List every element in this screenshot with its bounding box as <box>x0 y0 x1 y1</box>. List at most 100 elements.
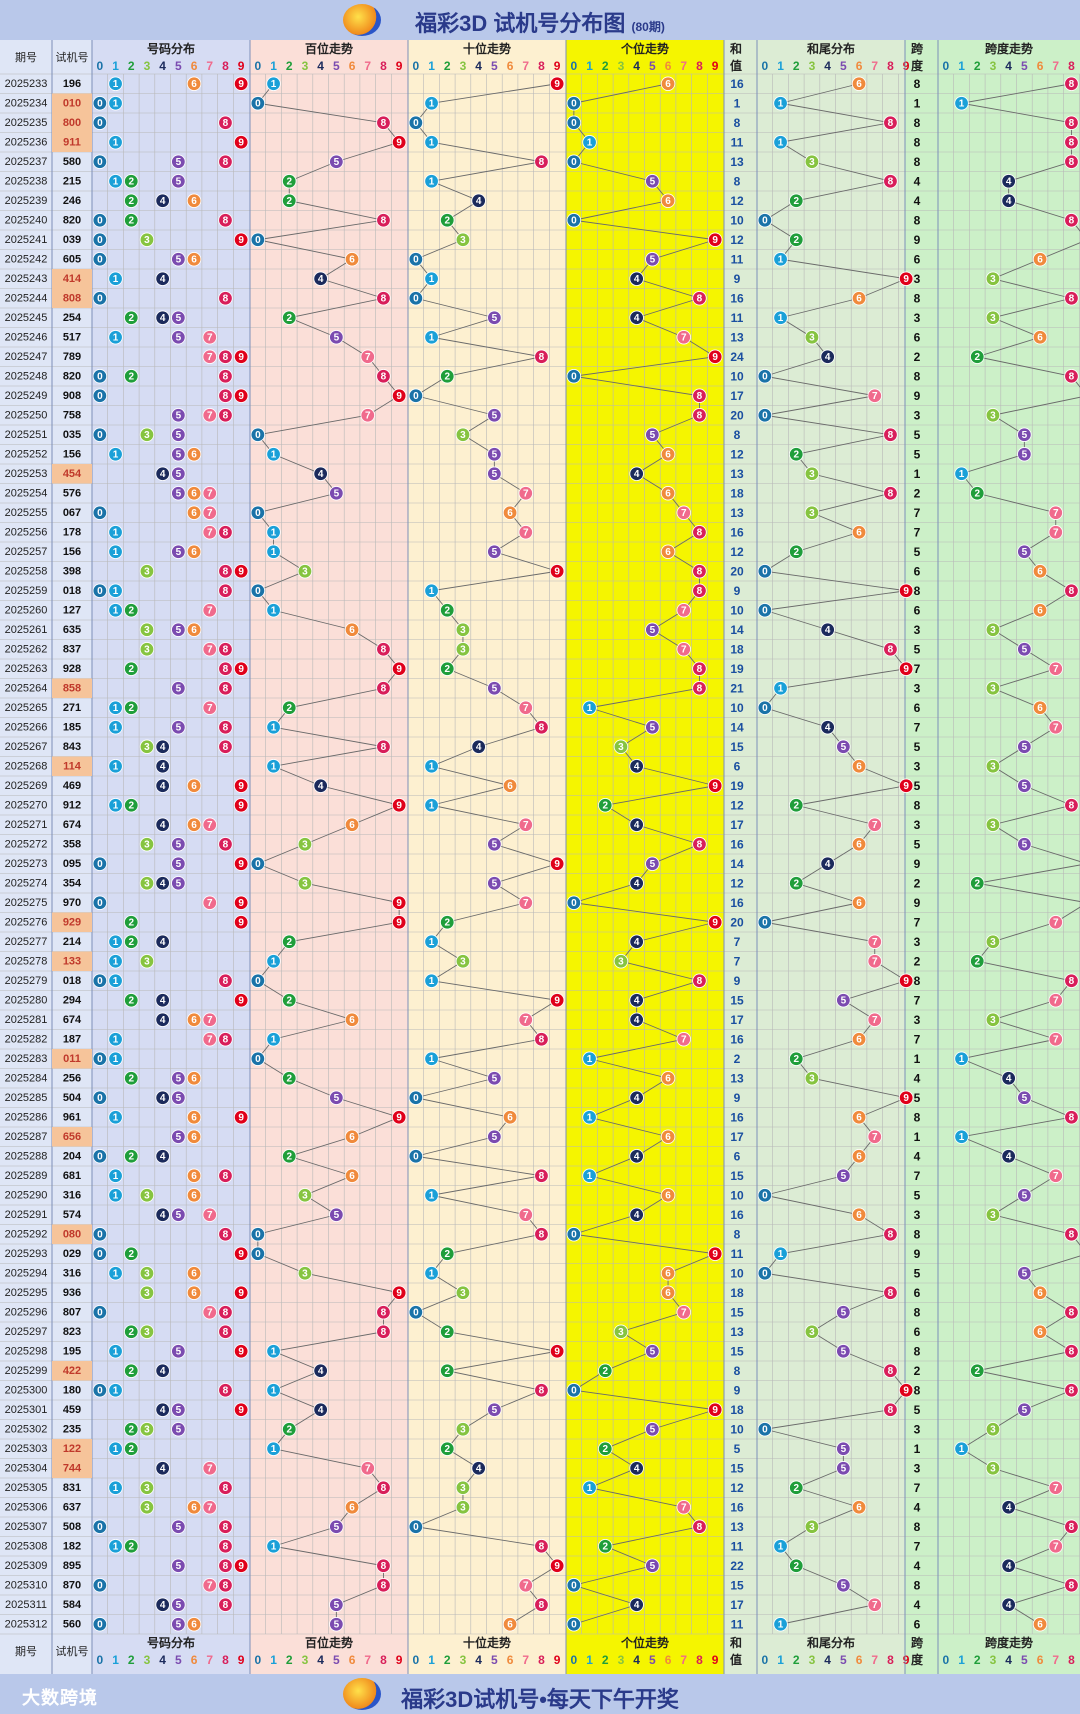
ball-circle <box>329 1597 344 1612</box>
ball-label: 8 <box>223 157 229 168</box>
ball-circle <box>186 544 202 559</box>
units-ball: 4 <box>629 817 644 832</box>
issue-number: 2025250 <box>5 409 48 421</box>
digit-header: 7 <box>522 59 529 73</box>
ball-label: 0 <box>97 508 103 519</box>
digit-header: 7 <box>364 59 371 73</box>
issue-number: 2025299 <box>5 1365 48 1377</box>
sum-value: 16 <box>730 77 744 91</box>
ball-circle <box>692 837 707 852</box>
ball-circle <box>92 1051 108 1066</box>
ball-label: 2 <box>128 371 134 382</box>
digit-header: 8 <box>887 59 894 73</box>
trial-highlight <box>52 912 92 932</box>
trial-number: 414 <box>63 273 82 285</box>
ball-circle <box>233 1344 249 1359</box>
col-header-trial: 试机号 <box>56 1644 89 1658</box>
ball-label: 9 <box>903 1385 909 1396</box>
ball-circle <box>124 1149 139 1164</box>
units-ball: 4 <box>629 993 644 1008</box>
digit-header: 0 <box>413 59 420 73</box>
dist-ball: 0 <box>92 291 108 306</box>
dist-ball: 0 <box>92 1519 108 1534</box>
ball-circle <box>773 135 788 150</box>
ball-circle <box>297 564 313 579</box>
span-value: 8 <box>914 213 921 227</box>
ball-circle <box>92 291 108 306</box>
dist-ball: 7 <box>202 1461 217 1476</box>
sum-tail-ball: 2 <box>789 1558 804 1573</box>
ball-label: 3 <box>990 937 996 948</box>
ball-label: 8 <box>1069 1580 1075 1591</box>
trial-number: 215 <box>63 175 81 187</box>
ball-circle <box>692 388 707 403</box>
hundreds-ball: 8 <box>376 1305 391 1320</box>
grid-lines <box>0 40 1080 1674</box>
issue-number: 2025247 <box>5 351 48 363</box>
ball-circle <box>171 1402 186 1417</box>
issue-number: 2025271 <box>5 819 48 831</box>
ball-circle <box>629 759 644 774</box>
ball-circle <box>391 895 407 910</box>
ball-circle <box>233 388 249 403</box>
digit-header: 3 <box>460 59 467 73</box>
digit-header: 0 <box>762 1653 769 1667</box>
ball-circle <box>313 778 328 793</box>
dist-ball: 9 <box>233 388 249 403</box>
ball-circle <box>455 232 471 247</box>
ball-label: 7 <box>872 391 878 402</box>
ball-label: 1 <box>113 1444 119 1455</box>
ball-label: 0 <box>97 1249 103 1260</box>
ball-circle <box>124 700 139 715</box>
hundreds-ball: 5 <box>329 1617 344 1632</box>
span-trend-ball: 8 <box>1064 291 1079 306</box>
dist-ball: 2 <box>124 213 139 228</box>
span-trend-ball: 6 <box>1032 330 1048 345</box>
ball-circle <box>124 310 139 325</box>
ball-label: 1 <box>271 1541 277 1552</box>
ball-label: 8 <box>539 722 545 733</box>
ball-label: 2 <box>286 313 292 324</box>
dist-ball: 9 <box>233 76 249 91</box>
ball-label: 2 <box>128 917 134 928</box>
units-ball: 9 <box>707 349 723 364</box>
hundreds-ball: 7 <box>360 349 375 364</box>
dist-ball: 1 <box>108 1266 123 1281</box>
sum-tail-ball: 1 <box>773 310 788 325</box>
header-bar: 福彩3D 试机号分布图 (80期) <box>0 0 1080 40</box>
ball-circle <box>518 525 533 540</box>
dist-ball: 6 <box>186 486 202 501</box>
sum-tail-ball: 5 <box>836 1441 851 1456</box>
ball-label: 8 <box>539 1229 545 1240</box>
ball-circle <box>773 1617 788 1632</box>
sum-value: 11 <box>731 311 744 325</box>
sum-value: 14 <box>730 857 744 871</box>
ball-label: 2 <box>128 1327 134 1338</box>
ball-label: 2 <box>793 196 799 207</box>
ball-circle <box>171 681 186 696</box>
ball-label: 7 <box>207 410 213 421</box>
ball-circle <box>344 817 360 832</box>
span-value: 3 <box>914 935 921 949</box>
digit-header: 1 <box>586 1653 593 1667</box>
trial-number: 584 <box>63 1599 82 1611</box>
sum-value: 10 <box>730 701 744 715</box>
ball-label: 3 <box>302 566 308 577</box>
ball-label: 7 <box>207 1502 213 1513</box>
ball-circle <box>313 271 328 286</box>
ball-label: 8 <box>381 1580 387 1591</box>
ball-label: 0 <box>255 235 261 246</box>
sum-value: 9 <box>734 272 741 286</box>
sum-tail-ball: 3 <box>804 330 820 345</box>
dist-ball: 4 <box>155 759 170 774</box>
ball-circle <box>124 1441 139 1456</box>
trial-number: 018 <box>63 585 81 597</box>
dist-ball: 9 <box>233 798 249 813</box>
dist-ball: 3 <box>139 1500 155 1515</box>
ball-label: 6 <box>856 761 862 772</box>
issue-number: 2025293 <box>5 1248 48 1260</box>
digit-header: 2 <box>128 59 135 73</box>
ball-label: 4 <box>318 469 324 480</box>
sum-tail-ball: 6 <box>851 1207 867 1222</box>
